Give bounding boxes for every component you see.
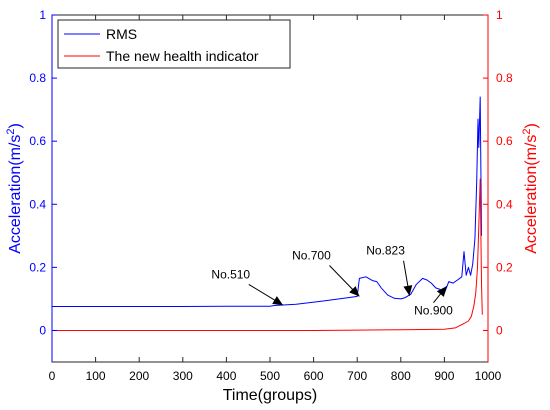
legend-box <box>57 19 291 69</box>
x-tick-label: 600 <box>304 369 324 383</box>
series-health-indicator-line <box>52 178 483 331</box>
annotation-layer: No.510 No.700 No.823 No.900 <box>211 244 453 318</box>
y-axis-left-label: Acceleration(m/s2) <box>5 123 24 254</box>
series-layer <box>52 96 483 331</box>
x-tick-label: 100 <box>86 369 106 383</box>
annotation-arrow-head <box>403 285 413 296</box>
annotation-label: No.823 <box>366 244 405 258</box>
x-tick-label: 200 <box>129 369 149 383</box>
annotation-label: No.510 <box>211 267 250 281</box>
y-axis-left-label-suffix: ) <box>7 123 24 128</box>
y-left-tick-label: 0 <box>39 323 46 337</box>
x-tick-label: 0 <box>49 369 56 383</box>
y-axis-right-label-exponent: 2 <box>521 129 533 135</box>
x-tick-label: 800 <box>391 369 411 383</box>
x-axis: 0 100 200 300 400 500 600 700 800 900 1000 <box>49 15 502 383</box>
x-tick-label: 400 <box>216 369 236 383</box>
y-axis-left: 0 0.2 0.4 0.6 0.8 1 <box>29 8 57 362</box>
y-right-tick-label: 0.2 <box>496 260 513 274</box>
y-axis-left-label-text: Acceleration(m/s <box>7 135 24 254</box>
legend-label-rms: RMS <box>106 26 137 42</box>
annotation-label: No.700 <box>292 248 331 262</box>
y-axis-right-label: Acceleration(m/s2) <box>521 123 540 254</box>
annotation-arrow-head <box>272 296 284 306</box>
y-axis-right-label-text: Acceleration(m/s <box>523 135 540 254</box>
y-right-tick-label: 0.8 <box>496 71 513 85</box>
x-axis-label: Time(groups) <box>223 387 318 404</box>
annotation-arrow-head <box>349 286 360 297</box>
y-left-tick-label: 0.4 <box>29 197 46 211</box>
series-rms-line <box>52 96 482 307</box>
x-axis-label-text: Time(groups) <box>223 387 318 404</box>
x-tick-label: 700 <box>347 369 367 383</box>
legend: RMS The new health indicator <box>57 19 291 69</box>
y-axis-right: 0 0.2 0.4 0.6 0.8 1 <box>483 8 513 362</box>
y-left-tick-label: 0.2 <box>29 260 46 274</box>
y-axis-right-label-suffix: ) <box>523 123 540 128</box>
y-right-tick-label: 1 <box>496 8 503 22</box>
annotation-label: No.900 <box>414 304 453 318</box>
annotation-arrow-head <box>436 286 447 297</box>
y-right-tick-label: 0 <box>496 323 503 337</box>
y-left-tick-label: 1 <box>39 8 46 22</box>
y-left-tick-label: 0.6 <box>29 134 46 148</box>
y-axis-left-label-exponent: 2 <box>5 129 17 135</box>
legend-label-health-indicator: The new health indicator <box>106 48 259 64</box>
x-tick-label: 900 <box>434 369 454 383</box>
x-tick-label: 300 <box>173 369 193 383</box>
x-tick-label: 500 <box>260 369 280 383</box>
x-tick-label: 1000 <box>475 369 502 383</box>
y-right-tick-label: 0.6 <box>496 134 513 148</box>
y-right-tick-label: 0.4 <box>496 197 513 211</box>
y-left-tick-label: 0.8 <box>29 71 46 85</box>
